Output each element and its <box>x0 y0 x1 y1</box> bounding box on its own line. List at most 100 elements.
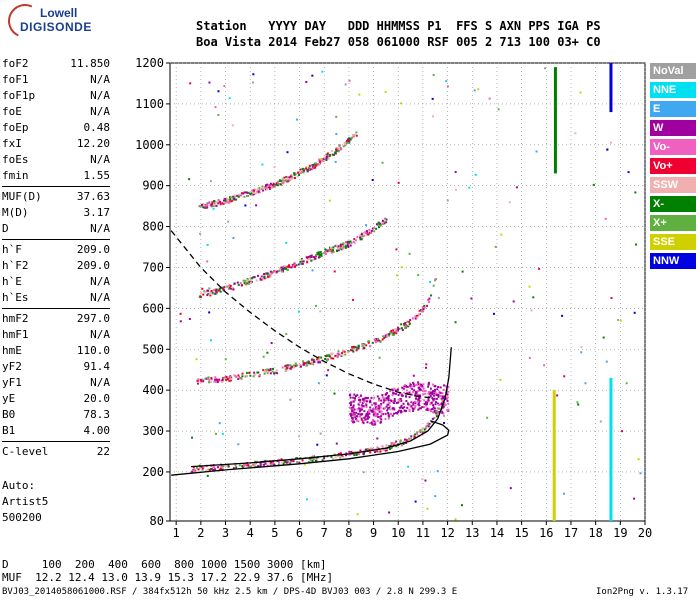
noise-point <box>199 232 202 235</box>
echo-point <box>404 327 407 330</box>
echo-point <box>432 399 435 402</box>
echo-point <box>358 400 361 403</box>
echo-point <box>365 404 368 407</box>
echo-point <box>281 366 284 369</box>
echo-point <box>368 448 371 451</box>
echo-point <box>252 191 255 194</box>
echo-point <box>202 202 205 205</box>
echo-point <box>379 340 382 343</box>
echo-point <box>352 400 355 403</box>
echo-point <box>268 187 271 190</box>
echo-point <box>407 402 410 405</box>
echo-point <box>293 173 296 176</box>
x-tick-label: 4 <box>247 526 254 540</box>
echo-point <box>330 150 333 153</box>
echo-point <box>433 407 436 410</box>
echo-point <box>257 371 260 374</box>
noise-point <box>210 339 213 342</box>
echo-point <box>420 310 423 313</box>
echo-point <box>416 392 419 395</box>
echo-point <box>218 287 221 290</box>
echo-point <box>312 458 315 461</box>
echo-point <box>377 221 380 224</box>
echo-point <box>390 329 393 332</box>
echo-point <box>258 375 261 378</box>
echo-point <box>392 407 395 410</box>
noise-point <box>429 281 432 284</box>
echo-point <box>431 392 434 395</box>
echo-point <box>358 415 361 418</box>
echo-point <box>431 396 434 399</box>
echo-point <box>410 393 413 396</box>
echo-point <box>371 341 374 344</box>
noise-point <box>437 297 440 300</box>
echo-point <box>281 177 284 180</box>
echo-point <box>420 309 423 312</box>
echo-point <box>389 444 392 447</box>
echo-point <box>266 188 269 191</box>
echo-point <box>350 136 353 139</box>
echo-point <box>376 446 379 449</box>
echo-point <box>291 266 294 269</box>
echo-point <box>366 421 369 424</box>
noise-point <box>528 356 531 359</box>
echo-point <box>202 380 205 383</box>
echo-point <box>218 464 221 467</box>
echo-point <box>207 378 210 381</box>
echo-point <box>414 392 417 395</box>
echo-point <box>263 275 266 278</box>
param-value: 4.00 <box>83 424 111 437</box>
echo-point <box>269 270 272 273</box>
echo-point <box>266 372 269 375</box>
echo-point <box>230 379 233 382</box>
echo-point <box>366 396 369 399</box>
echo-point <box>352 396 355 399</box>
echo-point <box>385 397 388 400</box>
echo-point <box>354 395 357 398</box>
x-tick-label: 2 <box>197 526 204 540</box>
echo-point <box>370 229 373 232</box>
echo-point <box>407 325 410 328</box>
noise-point <box>580 351 583 354</box>
echo-point <box>362 449 365 452</box>
echo-point <box>330 357 333 360</box>
noise-point <box>215 291 218 294</box>
noise-point <box>214 106 217 109</box>
echo-point <box>229 196 232 199</box>
echo-point <box>352 409 355 412</box>
echo-point <box>428 300 431 303</box>
echo-point <box>399 406 402 409</box>
echo-point <box>285 175 288 178</box>
echo-point <box>203 206 206 209</box>
echo-point <box>214 378 217 381</box>
echo-point <box>431 411 434 414</box>
echo-point <box>281 267 284 270</box>
echo-point <box>374 402 377 405</box>
version-footer: Ion2Png v. 1.3.17 <box>596 587 689 597</box>
echo-point <box>447 409 450 412</box>
echo-point <box>435 413 438 416</box>
echo-point <box>241 466 244 469</box>
noise-point <box>633 497 636 500</box>
echo-point <box>342 145 345 148</box>
echo-point <box>318 158 321 161</box>
echo-point <box>370 231 373 234</box>
echo-point <box>220 465 223 468</box>
echo-point <box>247 464 250 467</box>
echo-point <box>365 405 368 408</box>
echo-point <box>377 337 380 340</box>
echo-point <box>438 390 441 393</box>
echo-point <box>214 204 217 207</box>
echo-point <box>423 390 426 393</box>
echo-point <box>438 407 441 410</box>
param-name: B0 <box>2 408 16 421</box>
echo-point <box>379 224 382 227</box>
noise-point <box>319 432 322 435</box>
echo-point <box>334 456 337 459</box>
echo-point <box>357 420 360 423</box>
noise-point <box>206 474 209 477</box>
param-name: B1 <box>2 424 16 437</box>
echo-point <box>350 349 353 352</box>
echo-point <box>264 188 267 191</box>
echo-point <box>339 452 342 455</box>
